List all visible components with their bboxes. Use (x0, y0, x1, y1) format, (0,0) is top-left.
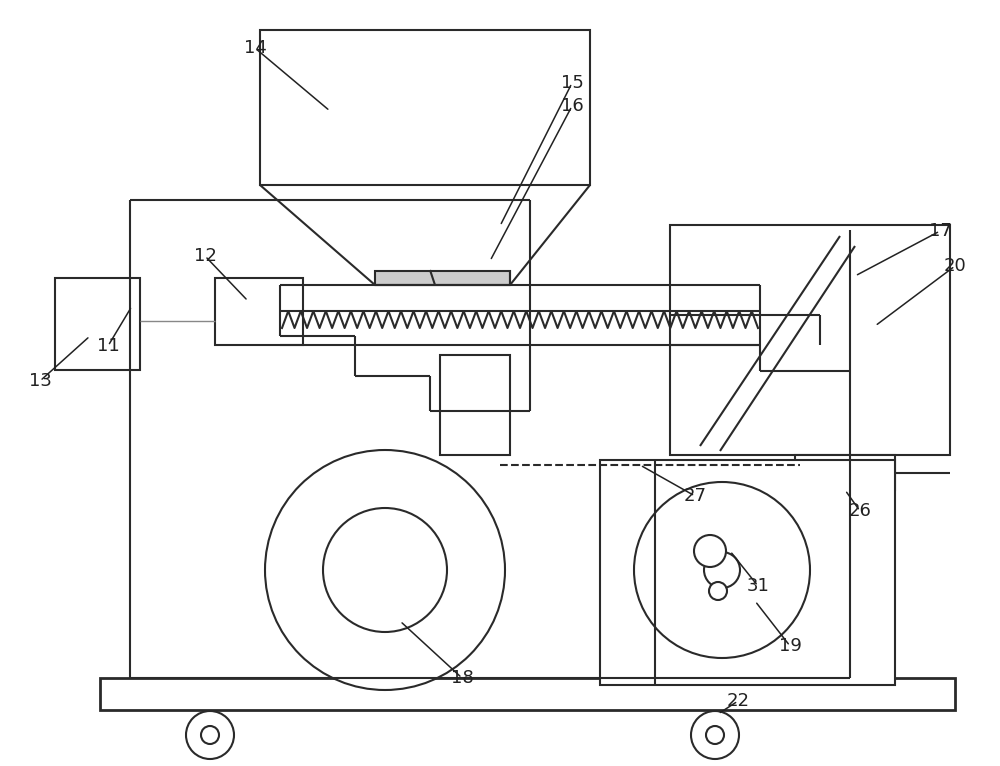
Text: 22: 22 (726, 692, 750, 710)
Bar (215, 278, 303, 345)
Text: 19: 19 (779, 637, 801, 655)
Text: 20: 20 (944, 257, 966, 275)
Circle shape (694, 535, 726, 567)
Text: 18: 18 (451, 669, 473, 687)
Circle shape (186, 711, 234, 759)
Bar (55, 278, 140, 370)
Circle shape (704, 552, 740, 588)
Bar (440, 355, 510, 455)
Text: 17: 17 (929, 222, 951, 240)
Circle shape (709, 582, 727, 600)
Circle shape (691, 711, 739, 759)
Bar (600, 460, 895, 685)
Text: 31: 31 (747, 577, 769, 595)
Text: 27: 27 (684, 487, 706, 505)
Bar (260, 30, 590, 185)
Text: 11: 11 (97, 337, 119, 355)
Bar (100, 678, 955, 710)
Text: 16: 16 (561, 97, 583, 115)
Text: 13: 13 (29, 372, 51, 390)
Circle shape (323, 508, 447, 632)
Bar (670, 225, 950, 455)
Circle shape (265, 450, 505, 690)
Text: 26: 26 (849, 502, 871, 520)
Bar (375, 271, 510, 285)
Circle shape (706, 726, 724, 744)
Bar (795, 455, 895, 490)
Text: 15: 15 (561, 74, 583, 92)
Text: 12: 12 (194, 247, 216, 265)
Circle shape (634, 482, 810, 658)
Text: 14: 14 (244, 39, 266, 57)
Circle shape (201, 726, 219, 744)
